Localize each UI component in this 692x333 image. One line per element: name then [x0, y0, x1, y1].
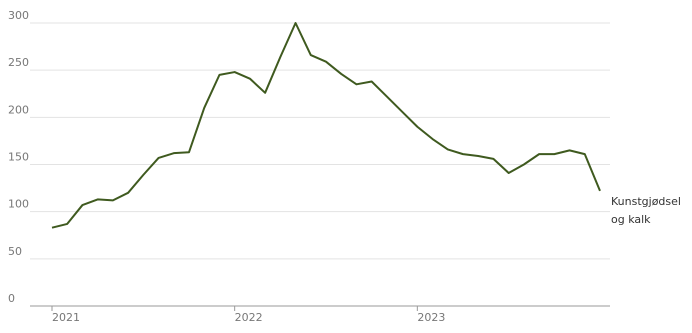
y-tick-label: 0: [8, 292, 15, 305]
x-tick-label: 2023: [417, 311, 445, 324]
y-tick-label: 300: [8, 9, 29, 22]
y-tick-label: 100: [8, 198, 29, 211]
y-tick-label: 150: [8, 151, 29, 164]
y-tick-label: 200: [8, 103, 29, 116]
x-tick-label: 2022: [235, 311, 263, 324]
series-label: Kunstgjødsel og kalk: [611, 195, 681, 226]
line: [51, 22, 601, 229]
x-tick-label: 2021: [52, 311, 80, 324]
y-tick-label: 250: [8, 56, 29, 69]
y-tick-label: 50: [8, 245, 22, 258]
